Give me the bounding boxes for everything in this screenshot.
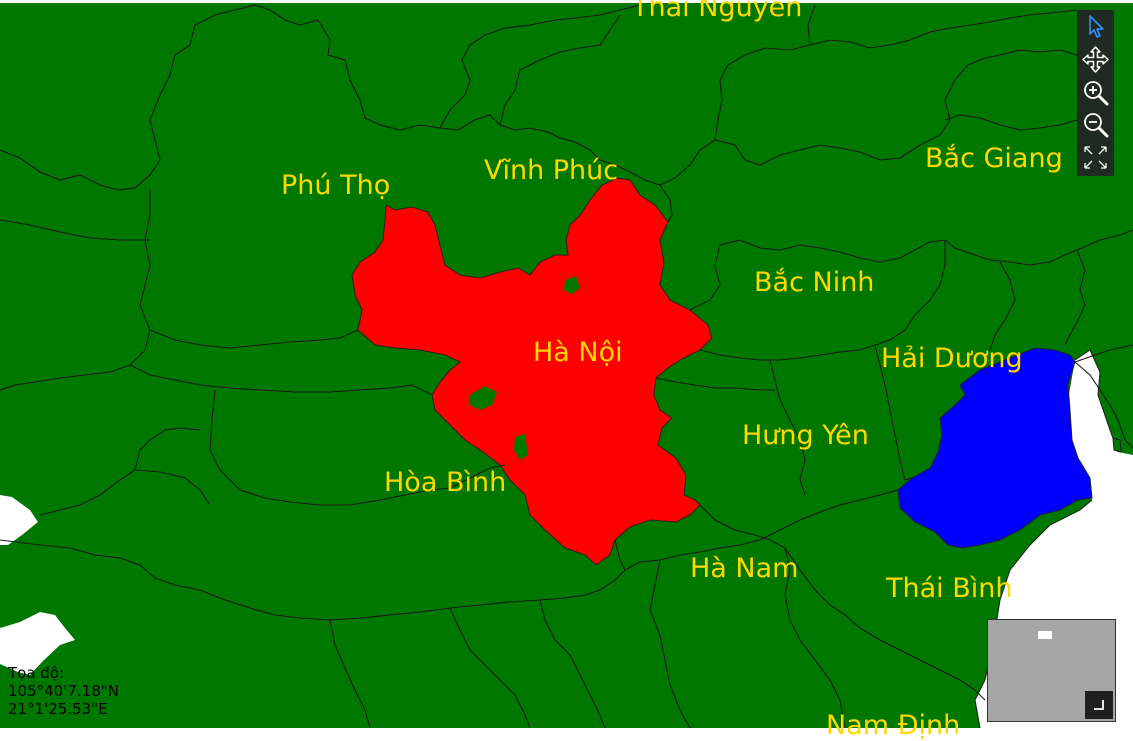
zoom-in-icon [1084, 81, 1109, 106]
enclave-3 [514, 434, 528, 460]
province-highlight[interactable] [897, 347, 1093, 549]
sea-west-1 [0, 495, 38, 545]
select-arrow-icon [1089, 15, 1104, 38]
overview-map[interactable] [987, 619, 1116, 722]
coordinate-title: Tọa độ: [8, 664, 65, 682]
full-extent-button[interactable] [1081, 143, 1110, 172]
coordinate-lat: 105°40'7.18"N [8, 682, 119, 700]
enclave-1 [564, 276, 580, 294]
pan-icon [1082, 46, 1109, 73]
label-nam-dinh: Nam Định [826, 710, 961, 741]
label-vinh-phuc: Vĩnh Phúc [484, 155, 619, 186]
overview-viewport-box[interactable] [1038, 631, 1052, 639]
coordinate-readout: Tọa độ: 105°40'7.18"N 21°1'25.53"E [8, 664, 119, 718]
overview-toggle-button[interactable] [1085, 691, 1113, 719]
label-hoa-binh: Hòa Bình [384, 467, 507, 498]
province-ha-noi[interactable] [351, 177, 713, 566]
coastline [974, 349, 1119, 728]
full-extent-icon [1084, 146, 1107, 169]
label-phu-tho: Phú Thọ [281, 170, 391, 201]
label-ha-nam: Hà Nam [690, 553, 799, 584]
resize-corner-icon [1094, 700, 1104, 710]
pan-tool-button[interactable] [1081, 45, 1110, 74]
select-tool-button[interactable] [1081, 12, 1110, 41]
province-borders [0, 4, 1133, 728]
label-thai-nguyen: Thái Nguyên [632, 0, 803, 23]
label-hung-yen: Hưng Yên [742, 420, 869, 451]
label-bac-ninh: Bắc Ninh [754, 267, 875, 298]
map-toolbar [1077, 10, 1114, 176]
label-thai-binh: Thái Bình [886, 573, 1013, 604]
label-bac-giang: Bắc Giang [925, 143, 1063, 174]
zoom-in-button[interactable] [1081, 78, 1110, 107]
coordinate-lon: 21°1'25.53"E [8, 700, 108, 718]
zoom-out-icon [1084, 113, 1109, 138]
coast-islands [1112, 437, 1122, 453]
map-top-border [0, 0, 1133, 3]
enclave-2 [470, 386, 497, 410]
label-ha-noi: Hà Nội [533, 337, 623, 368]
label-hai-duong: Hải Dương [881, 343, 1023, 374]
zoom-out-button[interactable] [1081, 110, 1110, 139]
sea-west-2 [0, 612, 75, 675]
